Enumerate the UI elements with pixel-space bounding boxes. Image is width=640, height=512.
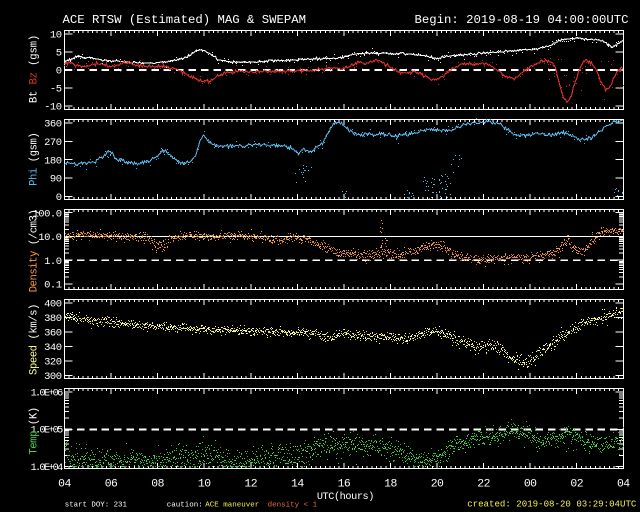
svg-text:360: 360 xyxy=(44,119,62,131)
svg-text:270: 270 xyxy=(44,137,62,149)
svg-text:ACE RTSW (Estimated) MAG & SWE: ACE RTSW (Estimated) MAG & SWEPAM xyxy=(63,13,307,27)
svg-text:-5: -5 xyxy=(50,83,62,95)
svg-text:Speed (km/s): Speed (km/s) xyxy=(29,304,41,375)
svg-text:0: 0 xyxy=(56,66,62,78)
svg-text:start DOY: 231: start DOY: 231 xyxy=(65,502,128,510)
svg-text:1.0E+05: 1.0E+05 xyxy=(31,426,63,437)
svg-text:ACE maneuver: ACE maneuver xyxy=(205,502,259,510)
svg-text:02: 02 xyxy=(570,478,583,490)
svg-text:14: 14 xyxy=(291,478,304,490)
svg-text:340: 340 xyxy=(44,342,62,354)
svg-text:380: 380 xyxy=(44,313,62,325)
svg-text:caution:: caution: xyxy=(167,502,203,510)
svg-text:22: 22 xyxy=(477,478,490,490)
svg-text:04: 04 xyxy=(617,478,630,490)
svg-text:Begin: 2019-08-19 04:00:00UTC: Begin: 2019-08-19 04:00:00UTC xyxy=(415,13,629,27)
svg-text:10: 10 xyxy=(50,30,62,42)
svg-text:12: 12 xyxy=(244,478,257,490)
svg-text:100.0: 100.0 xyxy=(32,208,61,220)
svg-text:00: 00 xyxy=(524,478,537,490)
svg-text:08: 08 xyxy=(151,478,164,490)
svg-text:UTC(hours): UTC(hours) xyxy=(317,491,374,503)
svg-text:320: 320 xyxy=(44,357,62,369)
svg-text:0: 0 xyxy=(56,192,62,204)
svg-text:created: 2019-08-20 03:29:04UT: created: 2019-08-20 03:29:04UTC xyxy=(467,499,637,510)
svg-text:1.0E+06: 1.0E+06 xyxy=(31,389,63,400)
svg-text:360: 360 xyxy=(44,328,62,340)
svg-text:Temp (K): Temp (K) xyxy=(29,407,41,454)
svg-text:Bt Bz (gsm): Bt Bz (gsm) xyxy=(29,35,41,103)
svg-text:10: 10 xyxy=(198,478,211,490)
svg-text:18: 18 xyxy=(384,478,397,490)
svg-text:10.0: 10.0 xyxy=(38,232,61,244)
svg-text:-10: -10 xyxy=(44,101,62,113)
svg-text:5: 5 xyxy=(56,48,62,60)
svg-text:1.0E+04: 1.0E+04 xyxy=(31,463,63,474)
svg-text:1.0: 1.0 xyxy=(44,256,62,268)
svg-text:300: 300 xyxy=(44,371,62,383)
svg-text:20: 20 xyxy=(431,478,444,490)
svg-text:16: 16 xyxy=(338,478,351,490)
svg-text:0.1: 0.1 xyxy=(44,280,62,292)
svg-text:04: 04 xyxy=(58,478,71,490)
svg-text:Phi (gsm): Phi (gsm) xyxy=(29,133,41,186)
svg-text:06: 06 xyxy=(105,478,118,490)
svg-text:90: 90 xyxy=(50,174,62,186)
svg-text:density < 1: density < 1 xyxy=(268,502,318,510)
svg-text:Density (/cm3): Density (/cm3) xyxy=(29,210,41,293)
svg-text:400: 400 xyxy=(44,299,62,311)
svg-text:180: 180 xyxy=(44,155,62,167)
